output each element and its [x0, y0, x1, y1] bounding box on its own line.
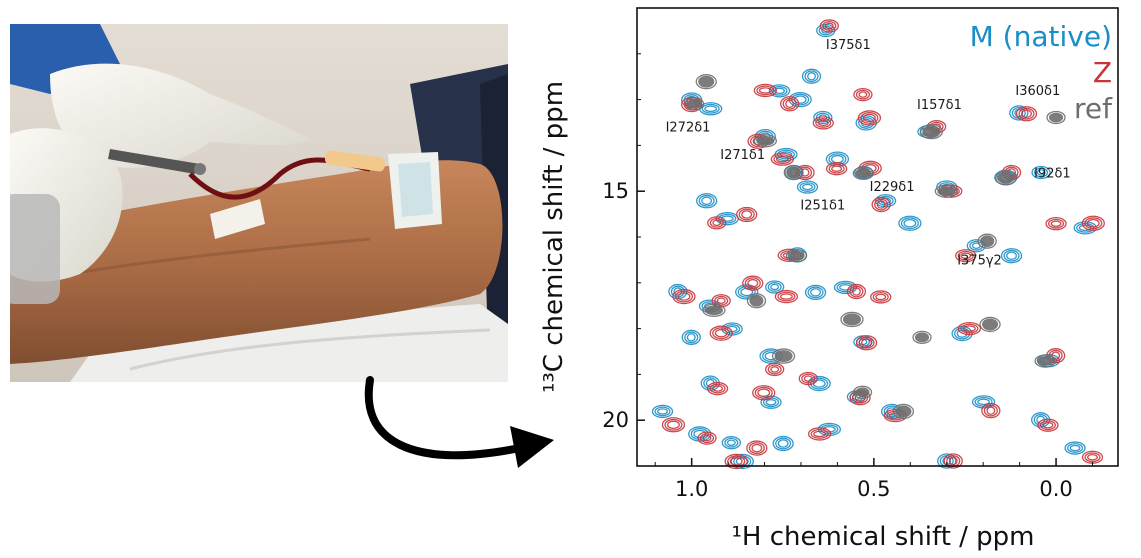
- series-ref: [684, 74, 1066, 420]
- peak-Z: [742, 275, 764, 291]
- peak-ref: [977, 233, 997, 249]
- peak-ref: [684, 97, 705, 111]
- peak-native: [681, 329, 701, 346]
- legend-entry-native: M (native): [970, 20, 1112, 53]
- peak-ref: [771, 348, 796, 364]
- peak-label: I229δ1: [870, 180, 915, 195]
- x-tick-label: 0.0: [1039, 477, 1072, 501]
- peak-label: I360δ1: [1015, 84, 1060, 99]
- peak-Z: [779, 96, 800, 112]
- peak-ref: [852, 166, 874, 180]
- blood-draw-photo: [10, 24, 508, 382]
- peak-ref: [892, 403, 915, 420]
- peak-Z: [871, 196, 891, 213]
- peak-label: I271δ1: [720, 148, 765, 163]
- peak-Z: [1081, 215, 1105, 231]
- legend-entry-ref: ref: [1074, 92, 1113, 125]
- peak-Z: [807, 427, 832, 441]
- peak-native: [1031, 165, 1051, 180]
- peak-Z: [819, 19, 839, 33]
- legend-entry-Z: Z: [1093, 56, 1112, 89]
- peak-ref: [934, 184, 958, 198]
- peak-native: [796, 180, 819, 194]
- peak-Z: [709, 325, 733, 341]
- peak-native: [772, 435, 794, 452]
- peak-native: [765, 280, 785, 294]
- peak-Z: [957, 321, 982, 336]
- peak-native: [768, 84, 791, 98]
- peak-ref: [702, 303, 726, 317]
- peak-Z: [711, 294, 731, 308]
- y-tick-label: 15: [602, 179, 629, 203]
- peak-ref: [785, 249, 808, 263]
- peak-label: I92δ1: [1034, 166, 1071, 181]
- peak-Z: [857, 110, 882, 126]
- peak-label: I251δ1: [800, 199, 845, 214]
- peak-Z: [846, 283, 867, 300]
- peak-ref: [840, 311, 864, 328]
- curved-arrow-icon: [364, 376, 554, 468]
- peak-Z: [774, 289, 799, 304]
- peak-native: [1000, 248, 1023, 264]
- peak-Z: [707, 216, 727, 230]
- peak-Z: [765, 362, 785, 377]
- peak-native: [651, 404, 674, 419]
- peak-ref: [919, 124, 944, 140]
- peak-annotations: I375δ1 I272δ1 I157δ1 I360δ1 I271δ1 I92δ1 I251δ…: [666, 38, 1071, 268]
- peak-native: [898, 215, 922, 231]
- peak-native: [833, 280, 858, 295]
- peak-Z: [672, 288, 696, 305]
- peak-Z: [798, 371, 818, 386]
- peak-Z: [1015, 106, 1038, 122]
- peak-native: [801, 68, 822, 84]
- peak-Z: [825, 162, 848, 176]
- peak-ref: [912, 330, 932, 345]
- peak-native: [1064, 441, 1086, 455]
- peak-Z: [870, 290, 892, 304]
- peak-ref: [746, 293, 767, 309]
- contour-peaks-layer: [651, 19, 1105, 470]
- peak-Z: [752, 385, 776, 401]
- peak-Z: [706, 381, 729, 396]
- peak-ref: [1034, 354, 1056, 368]
- peak-native: [721, 436, 741, 450]
- y-axis-title: ¹³C chemical shift / ppm: [539, 81, 569, 393]
- y-tick-label: 20: [602, 408, 629, 432]
- peak-Z: [981, 402, 1001, 419]
- x-tick-label: 0.5: [857, 477, 890, 501]
- peak-ref: [852, 385, 873, 399]
- peak-Z: [1037, 418, 1059, 432]
- peak-Z: [736, 206, 758, 223]
- peak-native: [804, 284, 827, 301]
- peak-Z: [753, 83, 777, 98]
- peak-label: I272δ1: [666, 121, 711, 136]
- peak-ref: [783, 164, 803, 181]
- peak-Z: [661, 417, 686, 433]
- peak-ref: [979, 316, 1001, 333]
- axis-ticks: 1.0 0.5 0.0 15 20: [602, 7, 1093, 501]
- x-axis-title: ¹H chemical shift / ppm: [731, 522, 1034, 552]
- peak-Z: [955, 249, 977, 263]
- peak-native: [695, 193, 718, 209]
- peak-Z: [855, 335, 878, 351]
- peak-ref: [753, 134, 777, 148]
- peak-label: I157δ1: [917, 98, 962, 113]
- peak-ref: [695, 74, 717, 90]
- peak-Z: [812, 116, 834, 130]
- peak-Z: [853, 87, 873, 102]
- peak-label: I375δ1: [826, 38, 871, 53]
- peak-Z: [1081, 450, 1104, 464]
- peak-ref: [995, 170, 1017, 186]
- peak-Z: [746, 440, 768, 456]
- peak-Z: [1045, 217, 1067, 231]
- x-tick-label: 1.0: [675, 477, 708, 501]
- peak-Z: [697, 431, 717, 445]
- peak-Z: [770, 152, 795, 166]
- peak-label: I375γ2: [957, 253, 1002, 268]
- peak-ref: [1046, 110, 1066, 125]
